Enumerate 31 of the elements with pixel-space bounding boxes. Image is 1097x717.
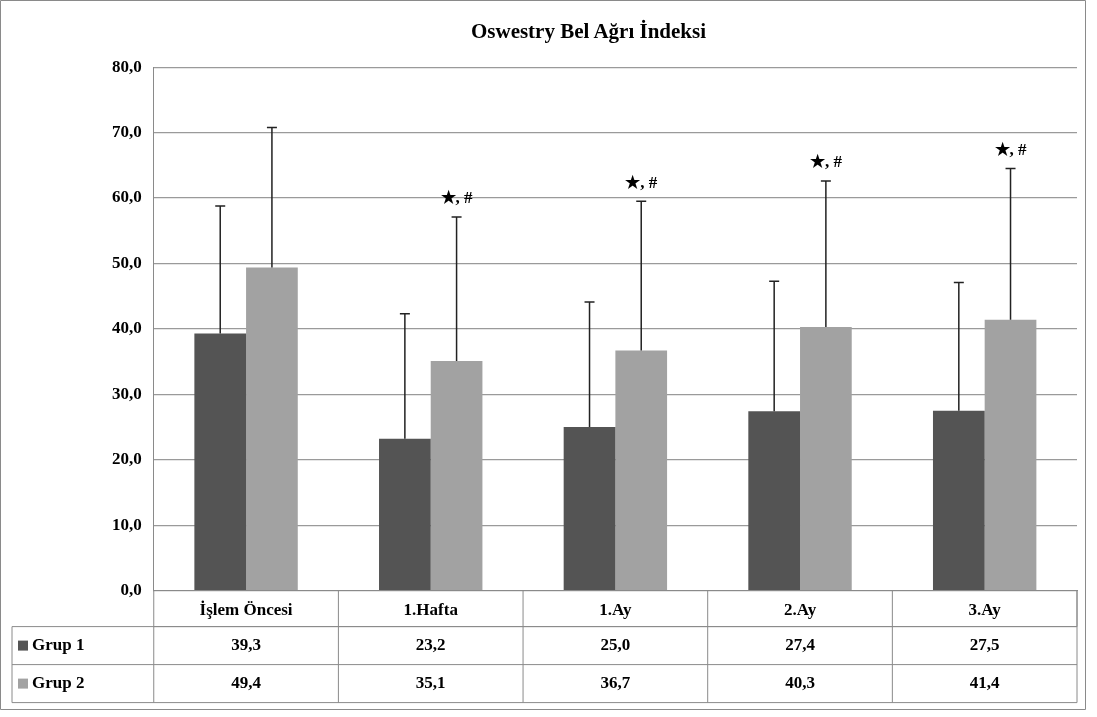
y-tick-label: 80,0 [112,56,142,76]
data-label: 23,2 [415,634,446,654]
data-label: 27,5 [969,634,1000,654]
y-tick-label: 30,0 [112,383,142,403]
y-tick-label: 10,0 [112,514,142,534]
y-tick-label: 60,0 [112,187,142,207]
x-tick-label: 1.Ay [599,600,633,620]
x-tick-label: İşlem Öncesi [199,600,293,620]
data-label: 35,1 [415,672,446,692]
data-label: 49,4 [231,672,262,692]
x-tick-label: 2.Ay [783,600,817,620]
legend-label: Grup 1 [32,634,85,654]
legend-label: Grup 2 [32,672,85,692]
data-label: 25,0 [600,634,631,654]
y-tick-label: 50,0 [112,252,142,272]
annotation: ★, # [440,188,474,208]
data-label: 40,3 [785,672,815,692]
annotation: ★, # [625,172,658,192]
x-tick-label: 1.Hafta [403,600,459,620]
x-tick-label: 3.Ay [968,600,1002,620]
y-tick-label: 20,0 [112,449,142,469]
annotation: ★, # [994,140,1028,159]
data-label: 41,4 [969,672,1001,692]
data-label: 36,7 [600,672,631,692]
y-tick-label: 70,0 [112,122,142,142]
y-tick-label: 40,0 [112,318,142,338]
annotation: ★, # [809,152,843,172]
y-tick-label: 0,0 [120,579,142,599]
chart-title: Oswestry Bel Ağrı İndeksi [470,19,707,44]
data-label: 27,4 [785,634,816,654]
data-label: 39,3 [231,634,261,654]
